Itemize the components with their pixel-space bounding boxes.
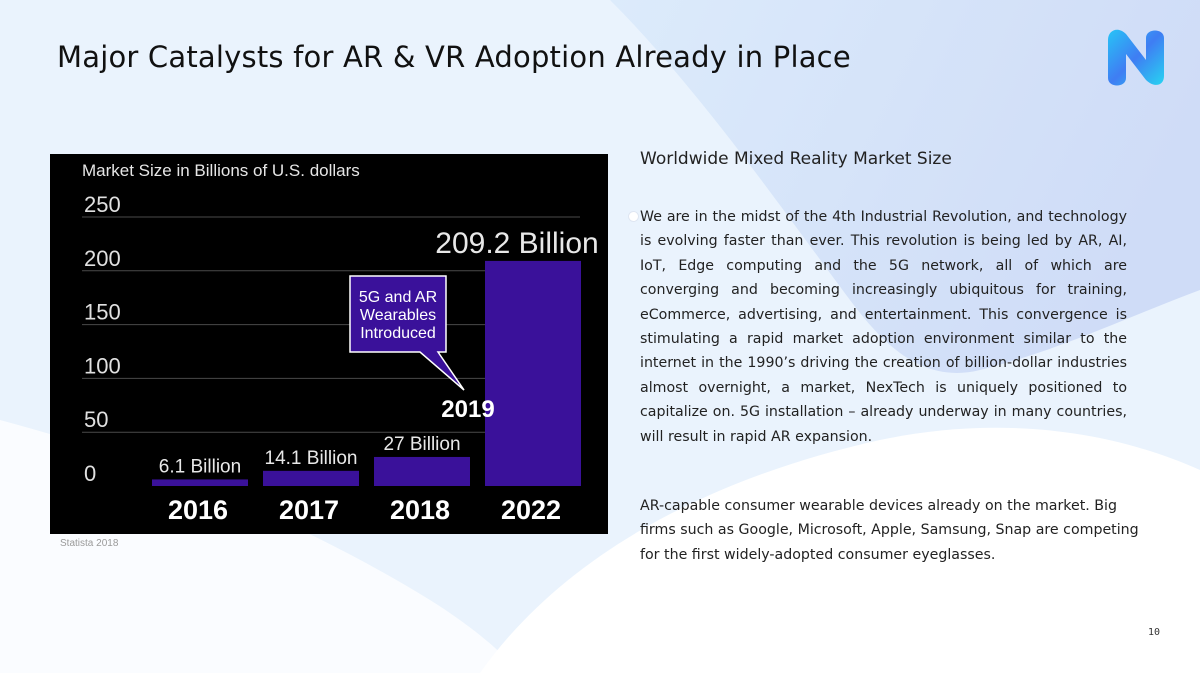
x-tick-label-2016: 2016 — [168, 495, 228, 525]
callout: 5G and AR Wearables Introduced 2019 — [349, 275, 495, 423]
chart-source: Statista 2018 — [60, 538, 119, 549]
market-size-chart: Market Size in Billions of U.S. dollars … — [50, 154, 608, 534]
x-tick-label-2018: 2018 — [390, 495, 450, 525]
wearables-paragraph: AR-capable consumer wearable devices alr… — [640, 498, 1139, 563]
section-heading: Worldwide Mixed Reality Market Size — [640, 149, 952, 169]
y-tick-label: 200 — [84, 246, 121, 271]
callout-line-1: 5G and AR — [359, 289, 437, 306]
callout-year: 2019 — [441, 396, 494, 423]
y-tick-label: 150 — [84, 300, 121, 325]
data-label-2016: 6.1 Billion — [159, 456, 241, 477]
callout-box — [349, 275, 465, 391]
chart-canvas: Market Size in Billions of U.S. dollars … — [82, 161, 599, 525]
callout-line-2: Wearables — [360, 307, 436, 324]
y-tick-label: 100 — [84, 353, 121, 378]
data-label-2017: 14.1 Billion — [265, 448, 358, 469]
page-number: 10 — [1148, 627, 1161, 638]
bar-2016 — [152, 479, 248, 486]
y-tick-label: 0 — [84, 461, 96, 486]
brand-logo — [1108, 29, 1164, 86]
bar-2018 — [374, 456, 470, 486]
y-tick-label: 50 — [84, 407, 108, 432]
bullet-dot — [628, 211, 639, 222]
y-tick-label: 250 — [84, 192, 121, 217]
bar-2022 — [485, 260, 581, 486]
intro-paragraph: We are in the midst of the 4th Industria… — [640, 209, 1127, 445]
data-label-2022: 209.2 Billion — [435, 227, 598, 260]
x-tick-label-2017: 2017 — [279, 495, 339, 525]
slide-title: Major Catalysts for AR & VR Adoption Alr… — [57, 40, 851, 74]
chart-title: Market Size in Billions of U.S. dollars — [82, 161, 360, 180]
callout-line-3: Introduced — [360, 325, 436, 342]
x-tick-label-2022: 2022 — [501, 495, 561, 525]
data-label-2018: 27 Billion — [383, 434, 460, 455]
bar-2017 — [263, 470, 359, 486]
